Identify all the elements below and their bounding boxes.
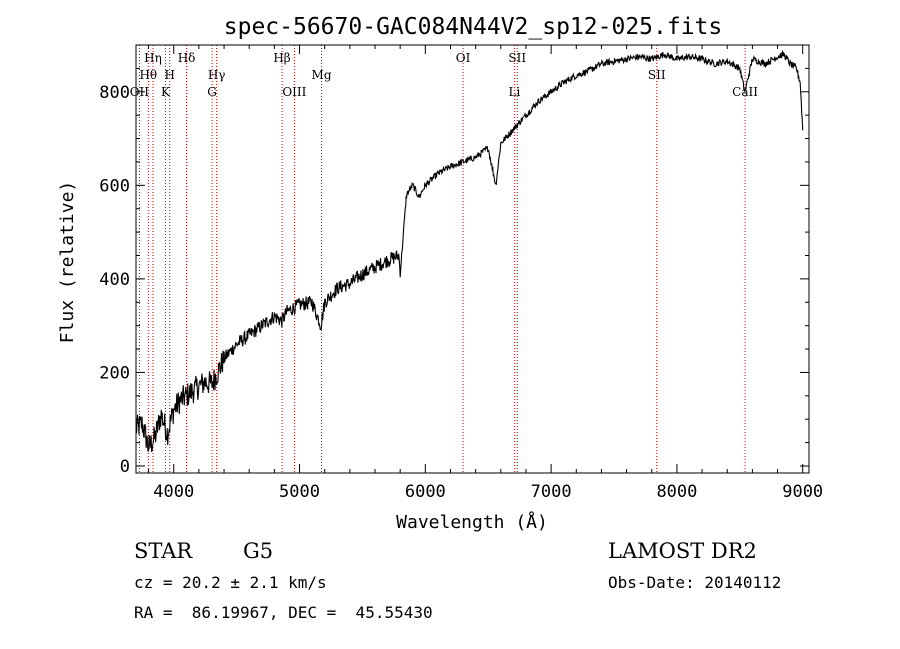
spectrum-series-line [135, 49, 804, 453]
marker-label-hθ: Hθ [139, 68, 157, 82]
marker-label-mg: Mg [312, 68, 332, 82]
y-tick-label: 600 [99, 176, 130, 196]
spectral-line-markers [138, 45, 746, 473]
marker-label-h: H [164, 68, 174, 82]
marker-label-hη: Hη [144, 51, 162, 65]
marker-label-caii: CaII [732, 85, 758, 99]
x-tick-label: 4000 [153, 482, 194, 502]
x-tick-label: 8000 [656, 482, 697, 502]
observation-date: Obs-Date: 20140112 [608, 573, 782, 592]
marker-label-oi: OI [456, 51, 471, 65]
marker-label-sii: SII [648, 68, 666, 82]
y-tick-label: 800 [99, 83, 130, 103]
spectral-subclass: G5 [243, 539, 274, 563]
object-class: STAR [134, 539, 193, 563]
y-axis-ticks: 0 200 400 600 800 [99, 67, 809, 477]
marker-label-g: G [207, 85, 217, 99]
y-tick-label: 400 [99, 270, 130, 290]
y-tick-label: 200 [99, 363, 130, 383]
plot-frame [135, 44, 810, 474]
x-axis-label: Wavelength (Å) [396, 511, 548, 533]
marker-label-k: K [161, 85, 171, 99]
x-tick-label: 7000 [531, 482, 572, 502]
y-axis-label: Flux (relative) [57, 181, 78, 344]
marker-label-hδ: Hδ [178, 51, 196, 65]
x-tick-label: 6000 [405, 482, 446, 502]
coordinates: RA = 86.19967, DEC = 45.55430 [134, 603, 433, 622]
survey-release: LAMOST DR2 [608, 539, 757, 563]
redshift-value: cz = 20.2 ± 2.1 km/s [134, 573, 327, 592]
y-tick-label: 0 [120, 457, 130, 477]
marker-label-hγ: Hγ [208, 68, 226, 82]
marker-label-hβ: Hβ [273, 51, 290, 65]
x-axis-ticks: 4000 5000 6000 7000 8000 9000 [148, 45, 823, 502]
x-tick-label: 5000 [279, 482, 320, 502]
chart-title: spec-56670-GAC084N44V2_sp12-025.fits [224, 14, 723, 40]
x-tick-label: 9000 [782, 482, 823, 502]
marker-label-sii: SII [508, 51, 526, 65]
marker-label-oiii: OIII [282, 85, 306, 99]
marker-label-li: Li [508, 85, 520, 99]
